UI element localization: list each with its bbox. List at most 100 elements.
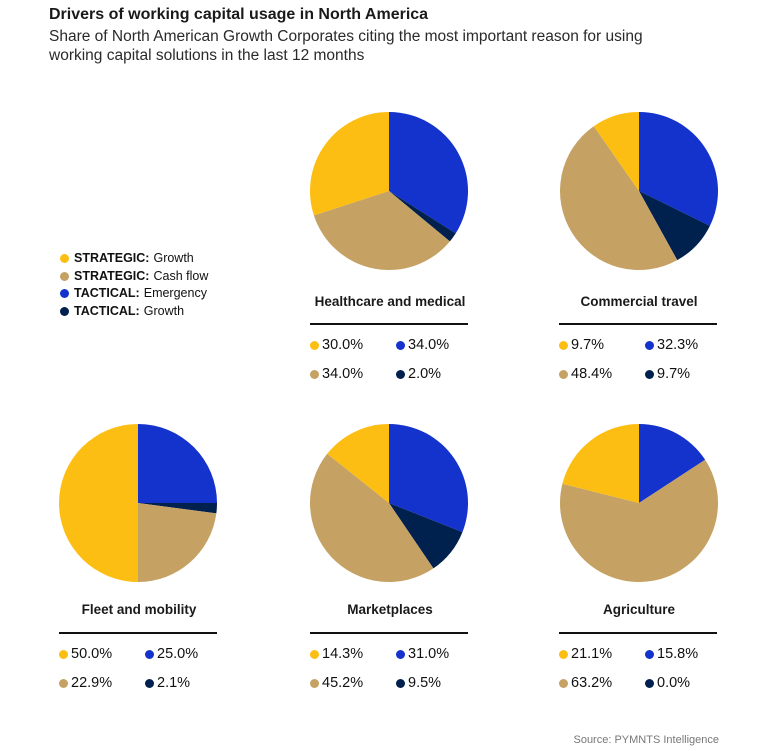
legend: STRATEGIC: Growth STRATEGIC: Cash flow T…	[60, 250, 208, 320]
pie-slice-strategic-growth	[562, 424, 639, 503]
value-dot-icon	[310, 678, 319, 688]
legend-dot-icon	[60, 254, 69, 264]
value-tactical-growth: 2.0%	[396, 366, 441, 382]
value-strategic-cash-flow: 34.0%	[310, 366, 363, 382]
pie-slice-tactical-growth	[138, 503, 217, 514]
data-label: 9.7%	[571, 337, 605, 353]
pie-slice-tactical-emergency	[138, 424, 217, 503]
data-label: 34.0%	[322, 366, 364, 382]
value-dot-icon	[396, 649, 405, 659]
value-dot-icon	[310, 649, 319, 659]
value-strategic-growth: 14.3%	[310, 646, 363, 662]
value-dot-icon	[396, 369, 405, 379]
value-tactical-growth: 9.5%	[396, 675, 441, 691]
value-dot-icon	[645, 369, 654, 379]
legend-item-strategic-cash-flow: STRATEGIC: Cash flow	[60, 268, 208, 286]
panel-title: Fleet and mobility	[81, 602, 197, 617]
panel-divider	[310, 632, 468, 634]
value-dot-icon	[396, 678, 405, 688]
data-label: 14.3%	[322, 646, 364, 662]
data-label: 2.1%	[157, 675, 191, 691]
panel-divider	[310, 323, 468, 325]
value-strategic-growth: 21.1%	[559, 646, 612, 662]
pie-slice-strategic-cash-flow	[560, 459, 718, 582]
value-strategic-cash-flow: 22.9%	[59, 675, 112, 691]
value-dot-icon	[145, 678, 154, 688]
value-dot-icon	[310, 340, 319, 350]
legend-item-tactical-growth: TACTICAL: Growth	[60, 303, 208, 321]
data-label: 9.5%	[408, 675, 442, 691]
value-dot-icon	[59, 649, 68, 659]
pie-agriculture	[560, 424, 718, 582]
value-tactical-emergency: 32.3%	[645, 337, 698, 353]
data-label: 21.1%	[571, 646, 613, 662]
panel-title: Marketplaces	[347, 602, 433, 617]
value-tactical-growth: 0.0%	[645, 675, 690, 691]
legend-item-tactical-emergency: TACTICAL: Emergency	[60, 285, 208, 303]
data-label: 45.2%	[322, 675, 364, 691]
data-label: 48.4%	[571, 366, 613, 382]
value-dot-icon	[396, 340, 405, 350]
value-dot-icon	[645, 678, 654, 688]
data-label: 2.0%	[408, 366, 442, 382]
legend-category: TACTICAL:	[74, 286, 140, 300]
legend-label: Cash flow	[153, 268, 209, 283]
chart-subtitle: Share of North American Growth Corporate…	[49, 28, 643, 64]
value-dot-icon	[645, 340, 654, 350]
pie-fleet-and-mobility	[59, 424, 217, 582]
value-tactical-emergency: 15.8%	[645, 646, 698, 662]
value-strategic-cash-flow: 63.2%	[559, 675, 612, 691]
value-tactical-growth: 2.1%	[145, 675, 190, 691]
legend-label: Growth	[153, 251, 194, 265]
value-strategic-growth: 30.0%	[310, 337, 363, 353]
pie-slice-tactical-emergency	[639, 424, 706, 503]
data-label: 50.0%	[71, 646, 113, 662]
value-tactical-emergency: 31.0%	[396, 646, 449, 662]
pie-commercial-travel	[559, 112, 718, 270]
data-label: 25.0%	[157, 646, 199, 662]
value-tactical-emergency: 25.0%	[145, 646, 198, 662]
legend-dot-icon	[60, 271, 69, 281]
data-label: 22.9%	[71, 675, 113, 691]
pie-slice-tactical-emergency	[389, 112, 468, 234]
value-tactical-emergency: 34.0%	[396, 337, 449, 353]
pie-slice-tactical-growth	[389, 503, 463, 569]
value-dot-icon	[645, 649, 654, 659]
value-strategic-growth: 9.7%	[559, 337, 604, 353]
chart-title: Drivers of working capital usage in Nort…	[49, 6, 429, 23]
data-label: 30.0%	[322, 337, 364, 353]
legend-dot-icon	[60, 289, 69, 299]
panel-title: Commercial travel	[580, 294, 698, 309]
value-dot-icon	[559, 649, 568, 659]
data-label: 32.3%	[657, 337, 699, 353]
pie-slice-strategic-cash-flow	[138, 503, 217, 582]
value-tactical-growth: 9.7%	[645, 366, 690, 382]
value-dot-icon	[310, 369, 319, 379]
data-label: 15.8%	[657, 646, 699, 662]
pie-slice-tactical-emergency	[639, 112, 718, 226]
pie-marketplaces	[309, 424, 468, 582]
value-strategic-growth: 50.0%	[59, 646, 112, 662]
panel-title: Agriculture	[602, 602, 675, 617]
value-dot-icon	[59, 678, 68, 688]
pie-slice-strategic-cash-flow	[313, 191, 450, 270]
legend-label: Growth	[143, 303, 185, 318]
legend-label: Emergency	[143, 286, 207, 300]
panel-divider	[559, 323, 717, 325]
pie-slice-strategic-cash-flow	[309, 453, 434, 582]
pie-slice-strategic-growth	[327, 424, 389, 503]
pie-slice-strategic-growth	[310, 112, 389, 216]
pie-slice-strategic-cash-flow	[559, 126, 678, 270]
data-label: 63.2%	[571, 675, 613, 691]
pie-slice-strategic-growth	[59, 424, 138, 582]
value-dot-icon	[559, 340, 568, 350]
pie-slice-tactical-emergency	[389, 424, 468, 533]
pie-slice-tactical-growth	[389, 191, 456, 242]
value-dot-icon	[559, 369, 568, 379]
data-label: 0.0%	[657, 675, 691, 691]
pie-slice-tactical-growth	[639, 191, 710, 261]
panel-divider	[559, 632, 717, 634]
data-label: 31.0%	[408, 646, 450, 662]
data-label: 34.0%	[408, 337, 450, 353]
panel-title: Healthcare and medical	[314, 294, 466, 309]
